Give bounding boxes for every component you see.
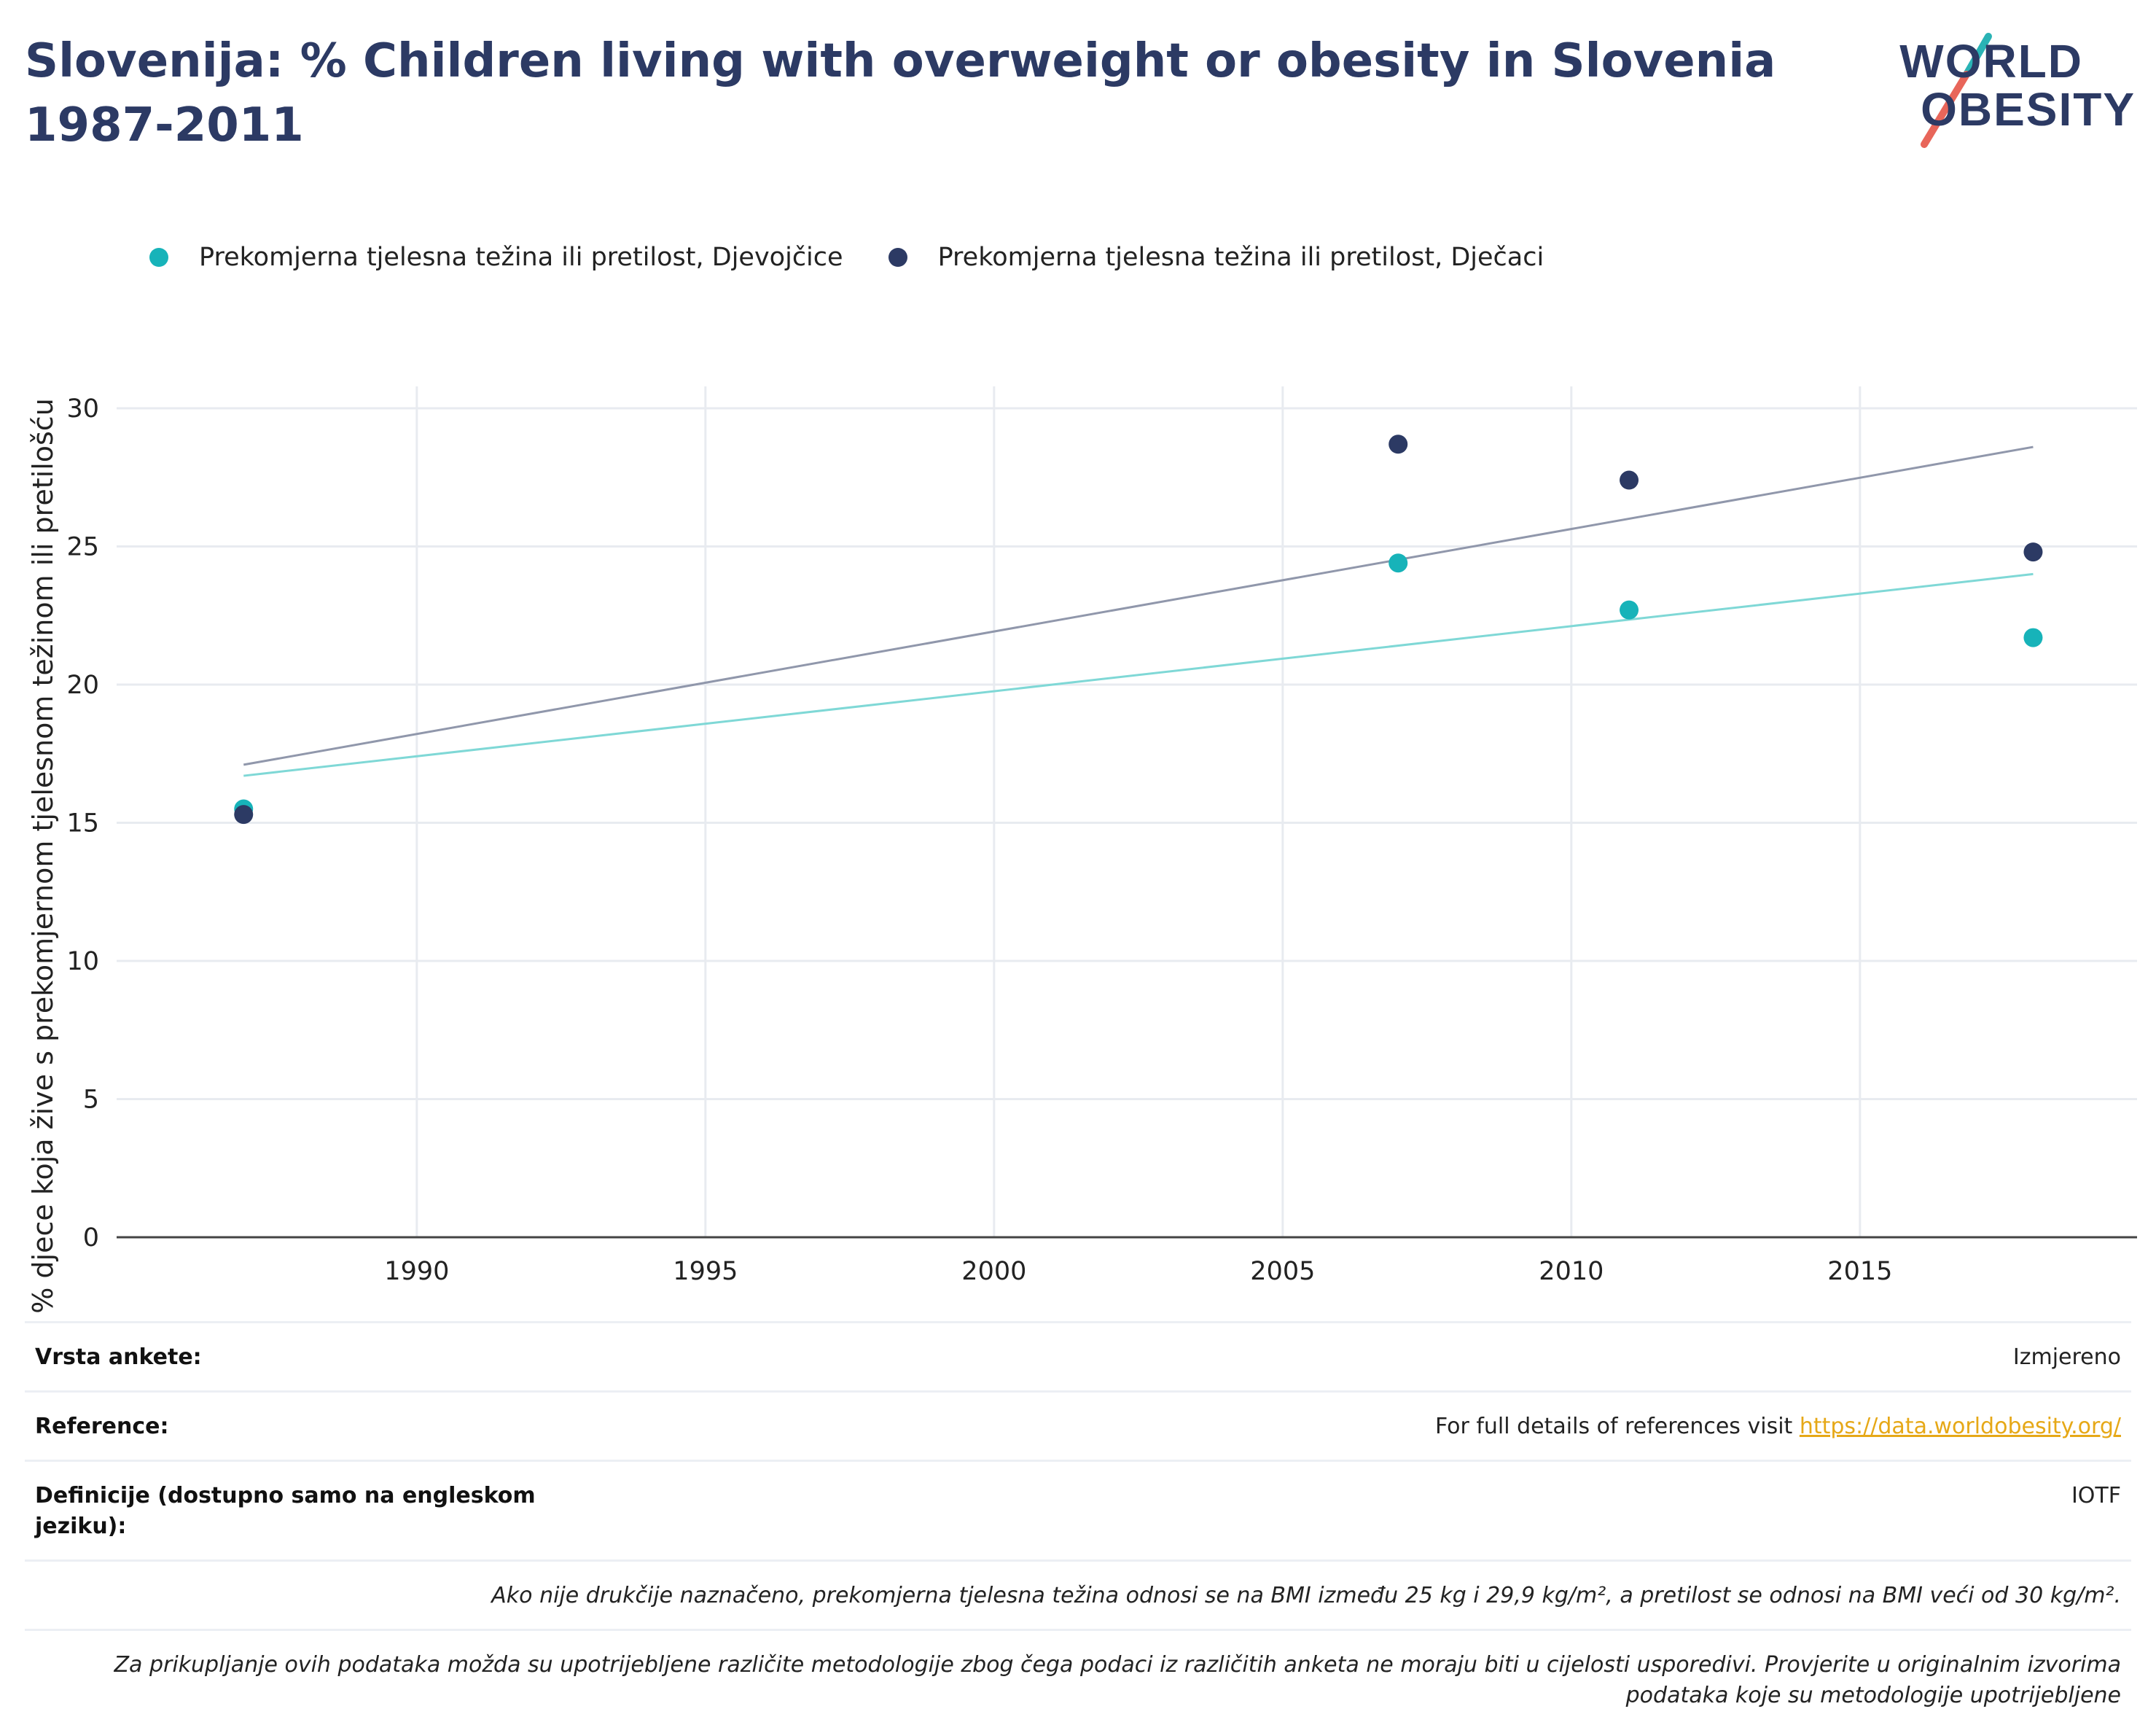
y-tick-label-30: 30 bbox=[66, 394, 99, 424]
chart-grid bbox=[117, 386, 2137, 1239]
legend-label-girls: Prekomjerna tjelesna težina ili pretilos… bbox=[199, 243, 843, 272]
data-point-girls-2011 bbox=[1620, 600, 1639, 620]
world-obesity-logo: WORLD OBESITY bbox=[1899, 22, 2136, 153]
x-tick-label-1995: 1995 bbox=[673, 1257, 738, 1286]
y-tick-label-0: 0 bbox=[83, 1223, 99, 1253]
data-point-boys-1987 bbox=[234, 805, 254, 825]
scatter-chart: 0 5 10 15 20 25 30 1990 1995 2000 2005 2010 2015 bbox=[66, 386, 2137, 1286]
x-tick-label-2015: 2015 bbox=[1827, 1257, 1892, 1286]
axis-ticks: 0 5 10 15 20 25 30 1990 1995 2000 2005 2010 2015 bbox=[66, 394, 1892, 1286]
methodology-note: Za prikupljanje ovih podataka možda su u… bbox=[25, 1629, 2131, 1725]
info-row-references: Reference: For full details of reference… bbox=[25, 1390, 2131, 1460]
y-tick-label-15: 15 bbox=[66, 809, 99, 838]
info-row-definitions: Definicije (dostupno samo na engleskom j… bbox=[25, 1460, 2131, 1559]
data-point-boys-2007 bbox=[1388, 435, 1408, 454]
x-tick-label-1990: 1990 bbox=[384, 1257, 449, 1286]
survey-type-label: Vrsta ankete: bbox=[35, 1344, 202, 1370]
legend-marker-girls bbox=[149, 248, 168, 267]
chart-legend: Prekomjerna tjelesna težina ili pretilos… bbox=[149, 239, 1589, 276]
data-point-boys-2011 bbox=[1620, 470, 1639, 490]
data-point-girls-2018 bbox=[2023, 628, 2043, 647]
data-point-girls-2007 bbox=[1388, 553, 1408, 573]
x-tick-label-2010: 2010 bbox=[1539, 1257, 1604, 1286]
references-link[interactable]: https://data.worldobesity.org/ bbox=[1799, 1414, 2121, 1439]
page-title: Slovenija: % Children living with overwe… bbox=[25, 34, 1776, 152]
x-tick-label-2000: 2000 bbox=[961, 1257, 1026, 1286]
trend-line-boys bbox=[243, 445, 2034, 766]
y-tick-label-10: 10 bbox=[66, 947, 99, 976]
references-label: Reference: bbox=[35, 1414, 169, 1439]
logo-slash-icon bbox=[1921, 33, 1992, 148]
x-tick-label-2005: 2005 bbox=[1250, 1257, 1315, 1286]
survey-type-value: Izmjereno bbox=[2012, 1344, 2121, 1370]
definitions-value: IOTF bbox=[2071, 1483, 2121, 1508]
references-text: For full details of references visit bbox=[1434, 1414, 1800, 1439]
y-tick-label-25: 25 bbox=[66, 533, 99, 562]
logo-word-world: WORLD bbox=[1899, 35, 2083, 87]
legend-marker-boys bbox=[888, 248, 907, 267]
trend-line-girls bbox=[243, 572, 2034, 777]
data-point-boys-2018 bbox=[2023, 542, 2043, 562]
bmi-note: Ako nije drukčije naznačeno, prekomjerna… bbox=[25, 1559, 2131, 1629]
y-tick-label-20: 20 bbox=[66, 671, 99, 700]
y-tick-label-5: 5 bbox=[83, 1086, 99, 1115]
info-table: Vrsta ankete: Izmjereno Reference: For f… bbox=[25, 1321, 2131, 1725]
definitions-label: Definicije (dostupno samo na engleskom j… bbox=[35, 1483, 536, 1539]
legend-label-boys: Prekomjerna tjelesna težina ili pretilos… bbox=[937, 243, 1544, 272]
legend-item-girls[interactable]: Prekomjerna tjelesna težina ili pretilos… bbox=[149, 243, 843, 272]
info-row-survey: Vrsta ankete: Izmjereno bbox=[25, 1321, 2131, 1390]
data-points bbox=[234, 435, 2043, 825]
logo-word-obesity: OBESITY bbox=[1921, 83, 2136, 136]
references-value: For full details of references visit htt… bbox=[1435, 1411, 2121, 1442]
trend-lines bbox=[243, 445, 2034, 777]
legend-item-boys[interactable]: Prekomjerna tjelesna težina ili pretilos… bbox=[888, 243, 1544, 272]
